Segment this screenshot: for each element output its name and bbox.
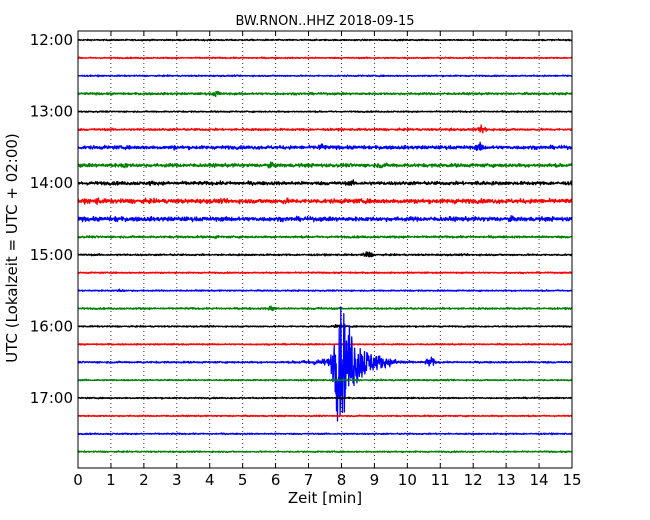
x-tick-label: 4: [205, 471, 215, 489]
x-tick-label: 5: [238, 471, 248, 489]
x-tick-label: 3: [172, 471, 182, 489]
x-axis-ticks: 0 1 2 3 4 5 6 7 8 9 10 11 12 13 14 15: [73, 31, 582, 489]
trace-line: [78, 396, 572, 400]
trace-line: [78, 124, 572, 134]
y-tick-label: 15:00: [30, 246, 73, 264]
trace-line: [78, 342, 572, 346]
x-tick-label: 9: [370, 471, 380, 489]
x-axis-label: Zeit [min]: [288, 489, 362, 507]
trace-line: [78, 288, 572, 293]
x-tick-label: 11: [431, 471, 450, 489]
trace-line: [78, 38, 572, 42]
x-tick-label: 14: [530, 471, 549, 489]
x-tick-label: 1: [106, 471, 116, 489]
y-tick-label: 17:00: [30, 389, 73, 407]
trace-line: [78, 432, 572, 436]
trace-line: [78, 306, 572, 422]
x-tick-label: 10: [398, 471, 417, 489]
trace-line: [78, 74, 572, 78]
x-tick-label: 7: [304, 471, 314, 489]
x-tick-label: 12: [464, 471, 483, 489]
x-tick-label: 13: [497, 471, 516, 489]
trace-line: [78, 179, 572, 187]
y-tick-label: 14:00: [30, 174, 73, 192]
plot-frame: [77, 30, 573, 469]
trace-line: [78, 110, 572, 114]
x-tick-label: 0: [73, 471, 83, 489]
y-axis-label: UTC (Lokalzeit = UTC + 02:00): [3, 133, 21, 363]
trace-line: [78, 161, 572, 169]
x-tick-label: 6: [271, 471, 281, 489]
y-tick-label: 12:00: [30, 31, 73, 49]
trace-line: [78, 197, 572, 206]
x-tick-label: 8: [337, 471, 347, 489]
trace-line: [78, 450, 572, 454]
x-tick-label: 2: [139, 471, 149, 489]
trace-line: [78, 56, 572, 60]
trace-line: [78, 251, 572, 258]
vertical-gridlines: [110, 31, 540, 468]
seismogram-traces: [78, 38, 572, 454]
trace-line: [78, 234, 572, 240]
trace-line: [78, 141, 572, 151]
trace-line: [78, 271, 572, 275]
trace-line: [78, 305, 572, 312]
x-tick-label: 15: [562, 471, 581, 489]
y-tick-label: 16:00: [30, 317, 73, 335]
trace-line: [78, 324, 572, 330]
y-tick-label: 13:00: [30, 103, 73, 121]
trace-line: [78, 90, 572, 98]
y-axis-ticks: 12:00 13:00 14:00 15:00 16:00 17:00: [30, 31, 572, 407]
trace-line: [78, 378, 572, 382]
trace-line: [78, 414, 572, 418]
chart-title: BW.RNON..HHZ 2018-09-15: [235, 14, 414, 29]
trace-line: [78, 215, 572, 223]
